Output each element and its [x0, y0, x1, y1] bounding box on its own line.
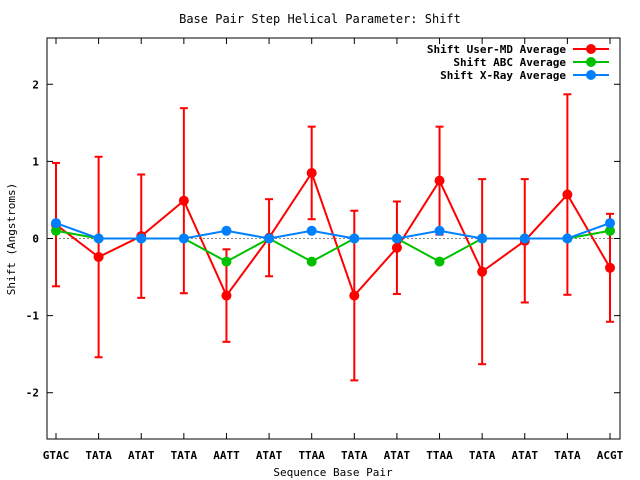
data-point [477, 266, 488, 277]
legend-label: Shift User-MD Average [427, 43, 566, 56]
x-tick-label: TATA [171, 449, 198, 462]
data-point [391, 242, 402, 253]
legend-marker [586, 57, 596, 67]
data-point [605, 225, 615, 236]
legend-marker [586, 70, 596, 80]
data-point [477, 233, 488, 244]
data-point [562, 189, 573, 200]
x-axis-label: Sequence Base Pair [273, 466, 393, 479]
y-tick-label: -2 [26, 387, 39, 400]
data-point [178, 195, 189, 206]
data-point [434, 175, 445, 186]
data-point [434, 225, 445, 236]
x-tick-label: ATAT [512, 449, 539, 462]
legend-label: Shift ABC Average [453, 56, 566, 69]
legend-item-0: Shift User-MD Average [427, 43, 609, 56]
data-point [51, 218, 61, 229]
x-tick-label: AATT [213, 449, 240, 462]
x-tick-label: TATA [341, 449, 368, 462]
data-point [306, 256, 317, 267]
y-tick-label: 1 [32, 155, 39, 168]
chart-title: Base Pair Step Helical Parameter: Shift [179, 12, 461, 26]
series-0 [51, 93, 615, 382]
x-tick-label: TTAA [426, 449, 453, 462]
legend-item-2: Shift X-Ray Average [440, 69, 609, 82]
data-point [519, 233, 530, 244]
data-point [562, 233, 573, 244]
x-tick-label: ATAT [128, 449, 155, 462]
data-point [93, 233, 104, 244]
y-tick-label: 2 [32, 78, 39, 91]
data-point [306, 225, 317, 236]
series-line [55, 222, 611, 240]
data-point [93, 252, 104, 263]
data-point [391, 233, 402, 244]
x-tick-label: TATA [85, 449, 112, 462]
legend-label: Shift X-Ray Average [440, 69, 566, 82]
data-point [221, 290, 232, 301]
legend-item-1: Shift ABC Average [453, 56, 609, 69]
data-point [264, 233, 275, 244]
data-point [221, 225, 232, 236]
x-tick-label: GTAC [43, 449, 70, 462]
x-tick-label: TATA [554, 449, 581, 462]
data-point [178, 233, 189, 244]
data-point [221, 256, 232, 267]
data-point [349, 290, 360, 301]
x-tick-label: ATAT [256, 449, 283, 462]
data-point [51, 225, 61, 236]
data-point [306, 167, 317, 178]
data-point [434, 256, 445, 267]
x-tick-label: ATAT [384, 449, 411, 462]
series-2 [51, 218, 615, 244]
y-tick-label: 0 [32, 233, 39, 246]
legend-marker [586, 44, 596, 54]
data-point [349, 233, 360, 244]
x-tick-label: ACGT [597, 449, 624, 462]
y-axis-label: Shift (Angstroms) [5, 183, 18, 296]
x-tick-label: TTAA [298, 449, 325, 462]
x-tick-label: TATA [469, 449, 496, 462]
y-tick-label: -1 [26, 310, 40, 323]
data-point [605, 218, 615, 229]
data-point [605, 262, 615, 273]
data-point [136, 233, 147, 244]
